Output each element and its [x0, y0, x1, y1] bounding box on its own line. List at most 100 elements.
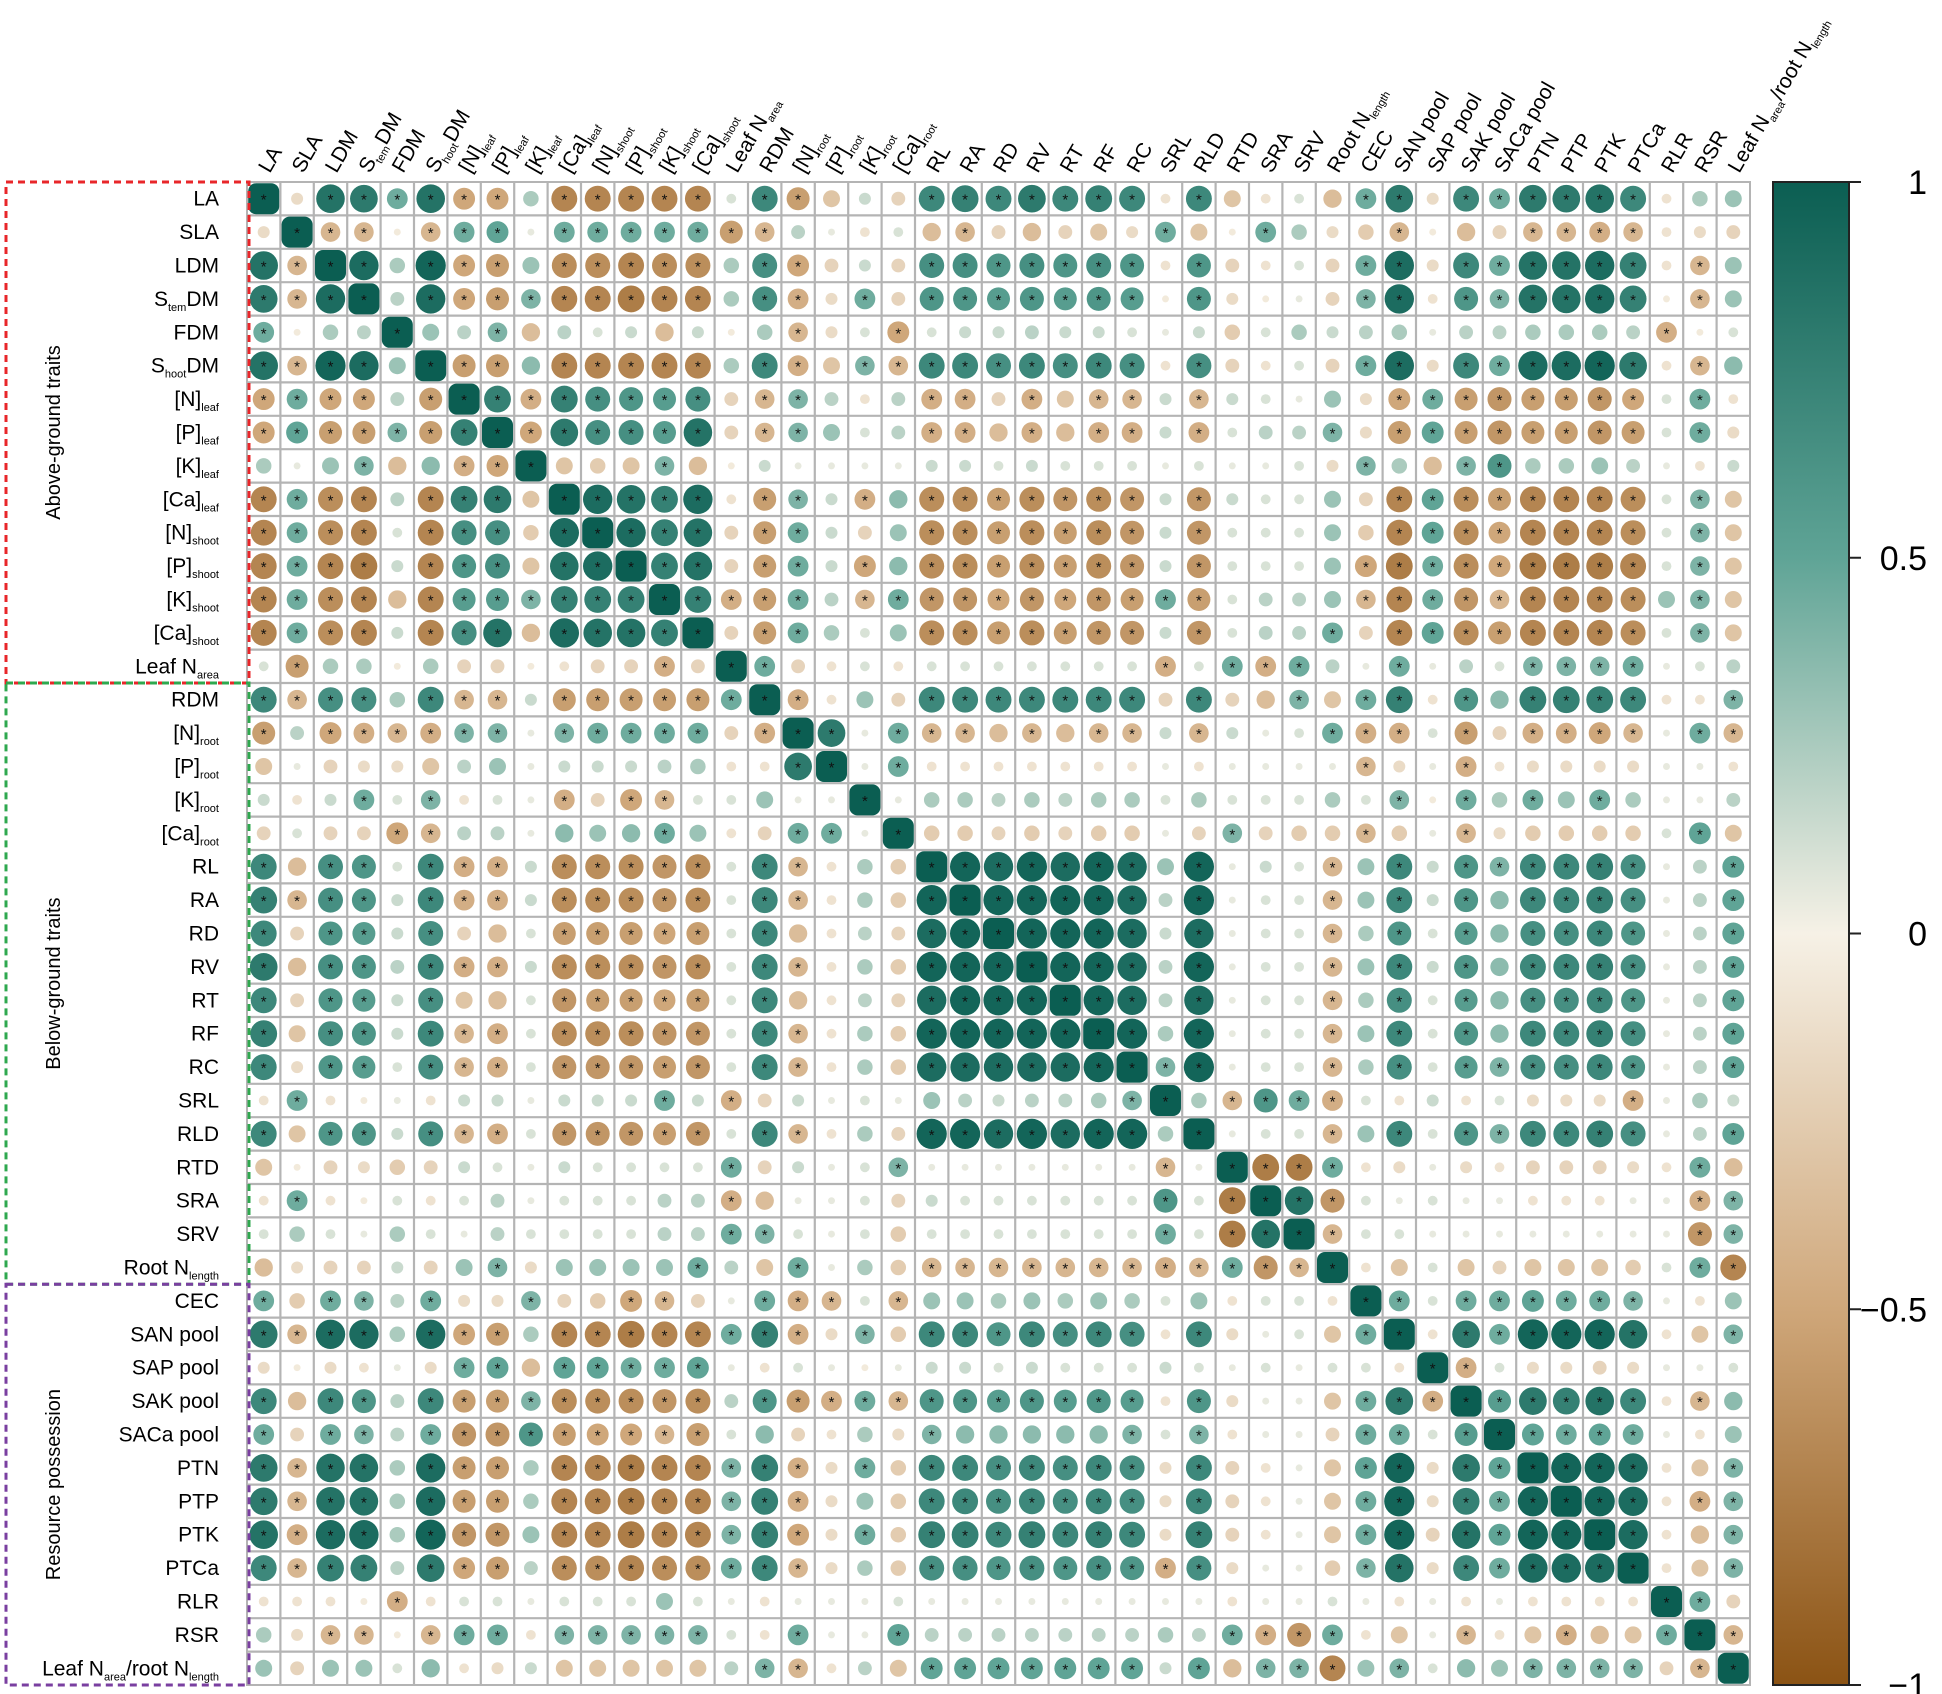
diagonal-cell — [882, 817, 914, 849]
significance-star: * — [728, 593, 734, 610]
correlation-cell: * — [1622, 1090, 1644, 1111]
significance-star: * — [1430, 626, 1436, 643]
significance-star: * — [328, 192, 334, 209]
correlation-cell: * — [1553, 1120, 1580, 1147]
correlation-cell: * — [1723, 723, 1744, 743]
significance-star: * — [695, 593, 701, 610]
correlation-cell: * — [419, 421, 443, 444]
correlation-cell — [856, 1492, 874, 1510]
correlation-cell — [1059, 326, 1072, 339]
significance-star: * — [561, 526, 567, 543]
correlation-cell — [1262, 763, 1270, 770]
correlation-cell: * — [917, 1052, 947, 1082]
significance-star: * — [1563, 359, 1569, 376]
significance-star: * — [1730, 1261, 1736, 1278]
significance-star: * — [1497, 626, 1503, 643]
correlation-cell: * — [1551, 351, 1582, 381]
correlation-cell: * — [418, 921, 444, 946]
correlation-cell: * — [687, 1257, 709, 1278]
correlation-circles: * * * * * * * * * * * * * * * * * * * * * * * * * * * * * * * * * * * * * * * *… — [248, 183, 1749, 1684]
correlation-circle — [1086, 587, 1111, 612]
correlation-cell — [1225, 258, 1240, 273]
significance-star: * — [1096, 1461, 1102, 1478]
correlation-circle — [1322, 422, 1343, 443]
correlation-cell — [1260, 193, 1271, 204]
correlation-cell — [1324, 1560, 1341, 1576]
correlation-cell — [1022, 222, 1042, 242]
correlation-circle — [1055, 1257, 1076, 1278]
significance-star: * — [762, 860, 768, 877]
correlation-cell — [1390, 1259, 1408, 1276]
significance-star: * — [328, 927, 334, 944]
correlation-cell — [1557, 791, 1575, 809]
correlation-circle — [1262, 1598, 1270, 1605]
significance-star: * — [361, 1461, 367, 1478]
correlation-circle — [325, 1195, 336, 1206]
correlation-cell — [1560, 1361, 1573, 1374]
diagonal-cell — [649, 584, 680, 615]
significance-star: * — [328, 726, 334, 743]
correlation-cell — [928, 1163, 936, 1171]
correlation-cell — [793, 1229, 803, 1239]
correlation-circle — [1521, 387, 1545, 411]
correlation-cell — [624, 659, 639, 674]
correlation-circle — [422, 658, 439, 675]
correlation-circle — [390, 1293, 405, 1308]
correlation-circle — [1295, 1497, 1303, 1505]
correlation-circle — [1620, 1021, 1646, 1047]
correlation-circle — [890, 1526, 907, 1543]
correlation-cell: * — [1622, 1424, 1644, 1445]
correlation-cell: * — [1016, 985, 1048, 1016]
significance-star: * — [762, 726, 768, 743]
correlation-circle — [788, 322, 808, 343]
correlation-cell: * — [1083, 851, 1114, 882]
significance-star: * — [1630, 1027, 1636, 1044]
correlation-cell: * — [418, 1121, 444, 1147]
significance-star: * — [1196, 726, 1202, 743]
significance-star: * — [328, 993, 334, 1010]
correlation-cell: * — [1618, 1486, 1648, 1517]
correlation-circle — [1722, 989, 1745, 1012]
significance-star: * — [461, 392, 467, 409]
correlation-circle — [527, 729, 535, 737]
correlation-cell: * — [653, 922, 676, 945]
correlation-cell — [891, 926, 906, 941]
correlation-cell: * — [1322, 957, 1343, 977]
correlation-circle — [1689, 1190, 1711, 1212]
correlation-circle — [286, 388, 308, 410]
correlation-cell: * — [1053, 1556, 1078, 1581]
correlation-circle — [1227, 527, 1238, 538]
significance-star: * — [261, 1561, 267, 1578]
correlation-circle — [1384, 284, 1415, 314]
correlation-circle — [1194, 461, 1204, 471]
significance-star: * — [662, 626, 668, 643]
correlation-circle — [1390, 1259, 1408, 1276]
correlation-circle — [993, 1362, 1004, 1373]
correlation-cell: * — [651, 185, 678, 212]
correlation-cell: * — [654, 822, 675, 844]
correlation-cell — [1228, 963, 1236, 971]
significance-star: * — [495, 492, 501, 509]
significance-star: * — [1630, 192, 1636, 209]
correlation-circle — [1722, 922, 1745, 945]
significance-star: * — [1062, 893, 1068, 910]
correlation-cell — [293, 328, 301, 336]
significance-star: * — [996, 593, 1002, 610]
significance-star: * — [595, 1494, 601, 1511]
correlation-circle — [1086, 520, 1112, 546]
significance-star: * — [461, 1394, 467, 1411]
correlation-cell — [825, 326, 838, 339]
correlation-cell: * — [486, 187, 509, 210]
correlation-cell — [860, 1095, 870, 1106]
correlation-circle — [995, 1598, 1002, 1605]
significance-star: * — [1630, 726, 1636, 743]
correlation-cell: * — [317, 553, 344, 580]
correlation-cell: * — [1620, 954, 1646, 980]
correlation-cell — [1728, 1362, 1739, 1373]
correlation-cell: * — [1186, 353, 1212, 379]
correlation-cell — [794, 796, 802, 804]
correlation-circle — [1085, 686, 1112, 713]
correlation-circle — [1024, 825, 1040, 842]
correlation-cell — [1294, 1028, 1304, 1039]
correlation-cell — [293, 462, 301, 470]
